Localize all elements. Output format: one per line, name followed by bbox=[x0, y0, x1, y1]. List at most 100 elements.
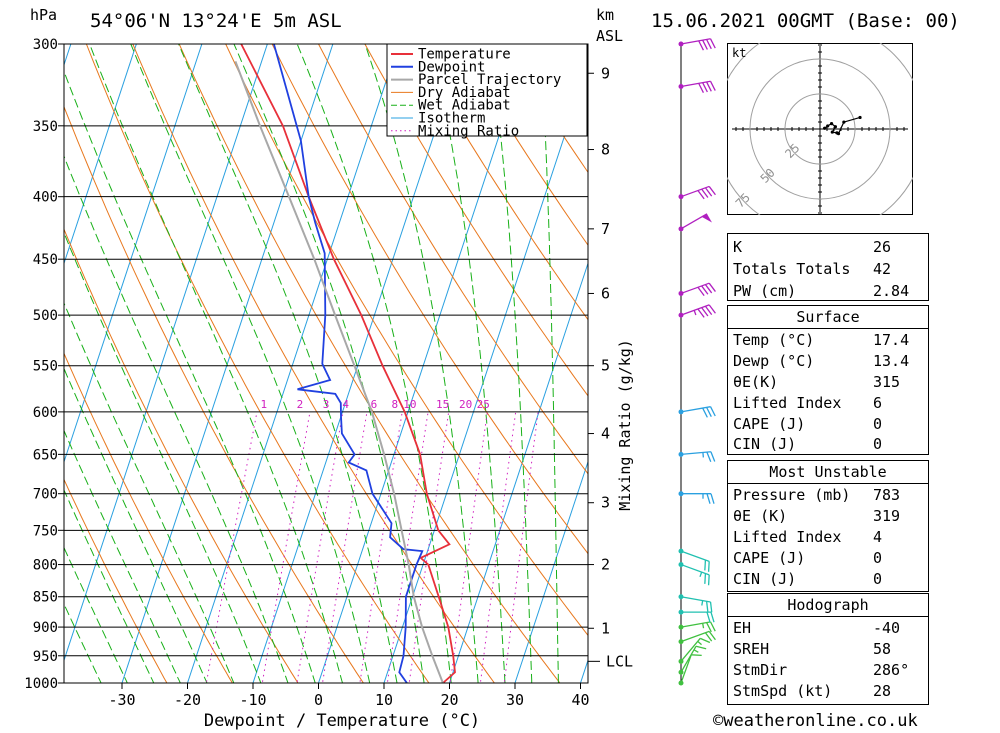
hodograph-point bbox=[858, 115, 862, 120]
mixing-ratio-label: 3 bbox=[323, 398, 330, 411]
dry-adiabat-line bbox=[410, 44, 588, 321]
mixing-ratio-label: 6 bbox=[371, 398, 378, 411]
legend-entry: Isotherm bbox=[418, 111, 485, 127]
surface-row: CAPE (J) 0 bbox=[733, 415, 883, 433]
wet-adiabat-line bbox=[540, 44, 559, 683]
most-unstable-row: CAPE (J) 0 bbox=[733, 549, 883, 567]
mixing-ratio-label: 10 bbox=[403, 398, 416, 411]
wind-barb-dot bbox=[678, 548, 684, 554]
hodograph-unit: kt bbox=[732, 46, 746, 60]
wind-barb bbox=[678, 645, 707, 675]
credit-link[interactable]: ©weatheronline.co.uk bbox=[713, 711, 918, 731]
dry-adiabat-line bbox=[364, 44, 588, 397]
wind-barb bbox=[678, 185, 716, 200]
legend-entry: Temperature bbox=[418, 47, 511, 63]
pressure-label: 400 bbox=[33, 190, 58, 206]
hpa-unit-label: hPa bbox=[30, 6, 58, 24]
hodograph-point bbox=[830, 130, 834, 134]
pressure-label: 650 bbox=[33, 447, 58, 463]
mixing-ratio-line bbox=[503, 411, 539, 683]
dry-adiabat-line bbox=[132, 44, 496, 683]
km-label: 1 bbox=[601, 619, 610, 637]
temperature-tick-label: 30 bbox=[506, 691, 524, 709]
legend-entry: Mixing Ratio bbox=[418, 123, 519, 139]
wind-barb bbox=[678, 282, 716, 297]
pressure-label: 900 bbox=[33, 620, 58, 636]
mixing-ratio-line bbox=[386, 411, 429, 683]
mixing-ratio-line bbox=[479, 411, 517, 683]
wind-barb bbox=[678, 406, 716, 418]
pressure-label: 350 bbox=[33, 119, 58, 135]
pressure-label: 1000 bbox=[24, 676, 58, 692]
km-unit-label: km bbox=[596, 6, 615, 24]
wind-barb-dot bbox=[678, 658, 684, 664]
mixing-ratio-label: 2 bbox=[297, 398, 304, 411]
wet-adiabat-line bbox=[64, 231, 262, 683]
surface-panel: Surface Temp (°C) 17.4 Dewp (°C) 13.4 θE(K… bbox=[727, 305, 929, 455]
wind-barb-dot bbox=[678, 290, 684, 296]
mixing-ratio-line bbox=[408, 411, 450, 683]
wind-barb-dot bbox=[678, 624, 684, 630]
dewpoint-series bbox=[273, 44, 424, 683]
wind-barb-dot bbox=[678, 41, 684, 47]
hodograph-point bbox=[823, 126, 827, 130]
dry-adiabat-line bbox=[457, 44, 588, 247]
dry-adiabat-line bbox=[317, 44, 588, 475]
index-row-k: K 26 bbox=[733, 238, 892, 256]
most-unstable-row: Pressure (mb) 783 bbox=[733, 486, 901, 504]
wind-barb bbox=[678, 637, 711, 664]
isotherm-line bbox=[64, 44, 137, 265]
surface-row: θE(K) 315 bbox=[733, 373, 901, 391]
wind-barb-dot bbox=[678, 609, 684, 615]
wet-adiabat-line bbox=[233, 44, 425, 683]
dry-adiabat-line bbox=[178, 44, 561, 683]
km-label: 3 bbox=[601, 494, 610, 512]
most-unstable-title: Most Unstable bbox=[769, 463, 887, 481]
wind-barb bbox=[678, 451, 716, 463]
wet-adiabat-line bbox=[489, 44, 533, 683]
isotherm-line bbox=[121, 44, 334, 683]
dry-adiabat-line bbox=[225, 44, 588, 637]
wind-barb bbox=[678, 621, 716, 633]
index-row-pw: PW (cm) 2.84 bbox=[733, 282, 910, 300]
temperature-tick-label: -30 bbox=[108, 691, 135, 709]
wind-barb bbox=[678, 630, 716, 645]
dry-adiabat-line bbox=[64, 352, 233, 683]
mixing-ratio-line bbox=[321, 411, 368, 683]
wet-adiabat-line bbox=[89, 44, 344, 683]
temperature-tick-label: 40 bbox=[571, 691, 589, 709]
pressure-label: 700 bbox=[33, 487, 58, 503]
hodograph-params-title: Hodograph bbox=[787, 596, 869, 614]
asl-unit-label: ASL bbox=[596, 27, 624, 45]
mixing-ratio-label: 4 bbox=[342, 398, 349, 411]
surface-row: CIN (J) 0 bbox=[733, 435, 883, 453]
wet-adiabat-line bbox=[178, 44, 398, 683]
mixing-ratio-label: 1 bbox=[261, 398, 268, 411]
hodograph-row: SREH 58 bbox=[733, 640, 892, 658]
pressure-label: 600 bbox=[33, 405, 58, 421]
km-label: 6 bbox=[601, 284, 610, 302]
most-unstable-row: Lifted Index 4 bbox=[733, 528, 883, 546]
wind-barb-dot bbox=[678, 83, 684, 89]
mixing-ratio-label: 20 bbox=[459, 398, 472, 411]
location-title: 54°06'N 13°24'E 5m ASL bbox=[90, 10, 342, 32]
x-axis-label: Dewpoint / Temperature (°C) bbox=[204, 711, 480, 731]
wet-adiabat-line bbox=[64, 154, 289, 683]
wet-adiabat-line bbox=[364, 44, 479, 683]
mixing-ratio-label: 8 bbox=[392, 398, 399, 411]
pressure-label: 300 bbox=[33, 37, 58, 53]
hodograph-ring bbox=[784, 93, 856, 165]
indices-panel: K 26 Totals Totals 42 PW (cm) 2.84 bbox=[727, 233, 929, 301]
parcel-trajectory-series bbox=[234, 61, 444, 683]
mixing-ratio-line bbox=[359, 411, 403, 683]
hodograph-row: EH -40 bbox=[733, 619, 901, 637]
mixing-ratio-axis-label: Mixing Ratio (g/kg) bbox=[616, 339, 634, 511]
hodograph-point bbox=[842, 120, 846, 124]
wind-barb bbox=[678, 491, 715, 504]
dry-adiabat-line bbox=[64, 228, 299, 683]
dry-adiabat-line bbox=[85, 44, 430, 683]
isotherm-line bbox=[0, 7, 17, 709]
pressure-label: 950 bbox=[33, 649, 58, 665]
